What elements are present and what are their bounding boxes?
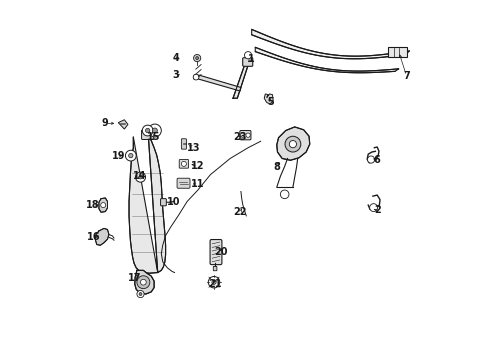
Circle shape [285,136,300,152]
Circle shape [193,74,199,80]
Circle shape [135,172,145,182]
Circle shape [140,279,146,285]
Text: 5: 5 [266,97,273,107]
Circle shape [245,133,250,137]
Text: 9: 9 [102,118,108,128]
Polygon shape [276,127,309,160]
Circle shape [208,276,219,288]
Circle shape [148,124,161,137]
Polygon shape [251,30,408,59]
FancyBboxPatch shape [142,130,153,139]
Text: 19: 19 [111,150,125,161]
Polygon shape [233,65,247,98]
Text: 14: 14 [133,171,146,181]
Polygon shape [118,120,128,129]
Text: 2: 2 [373,206,380,216]
Circle shape [137,276,149,289]
Text: 21: 21 [208,279,222,289]
Text: 6: 6 [372,155,379,165]
Polygon shape [135,270,154,294]
Circle shape [240,133,244,137]
Polygon shape [255,47,398,73]
Text: 22: 22 [233,207,246,217]
Circle shape [280,190,288,199]
Circle shape [152,128,157,133]
Polygon shape [129,137,165,273]
Polygon shape [95,228,109,245]
Circle shape [244,51,251,59]
Circle shape [139,293,142,296]
Circle shape [369,204,377,212]
Text: 10: 10 [166,197,180,207]
FancyBboxPatch shape [160,199,166,206]
Text: 8: 8 [273,162,280,172]
FancyBboxPatch shape [213,266,217,271]
Polygon shape [99,198,107,212]
Text: 7: 7 [403,71,409,81]
Circle shape [125,150,136,161]
FancyBboxPatch shape [179,159,188,168]
Circle shape [211,280,216,284]
FancyBboxPatch shape [177,178,190,188]
Circle shape [101,203,105,208]
Circle shape [193,54,201,62]
FancyBboxPatch shape [239,131,250,140]
Circle shape [289,140,296,148]
Text: 1: 1 [247,54,254,64]
Circle shape [367,156,374,163]
Text: 18: 18 [86,200,100,210]
FancyBboxPatch shape [210,239,222,265]
Circle shape [137,291,144,298]
Text: 23: 23 [233,132,246,142]
Text: 4: 4 [172,53,179,63]
Circle shape [195,57,198,59]
Text: 13: 13 [186,143,200,153]
Circle shape [128,153,133,158]
Circle shape [139,175,142,179]
Circle shape [142,125,153,136]
Text: 15: 15 [147,132,161,142]
Text: 16: 16 [87,232,101,242]
Polygon shape [193,75,241,91]
Text: 12: 12 [191,161,204,171]
Text: 20: 20 [214,247,227,257]
Circle shape [181,161,186,166]
Text: 17: 17 [128,273,142,283]
Text: 3: 3 [172,70,179,80]
FancyBboxPatch shape [242,58,252,66]
FancyBboxPatch shape [181,139,186,149]
Polygon shape [264,94,273,104]
Text: 11: 11 [191,179,204,189]
Circle shape [145,129,149,133]
FancyBboxPatch shape [387,47,406,57]
